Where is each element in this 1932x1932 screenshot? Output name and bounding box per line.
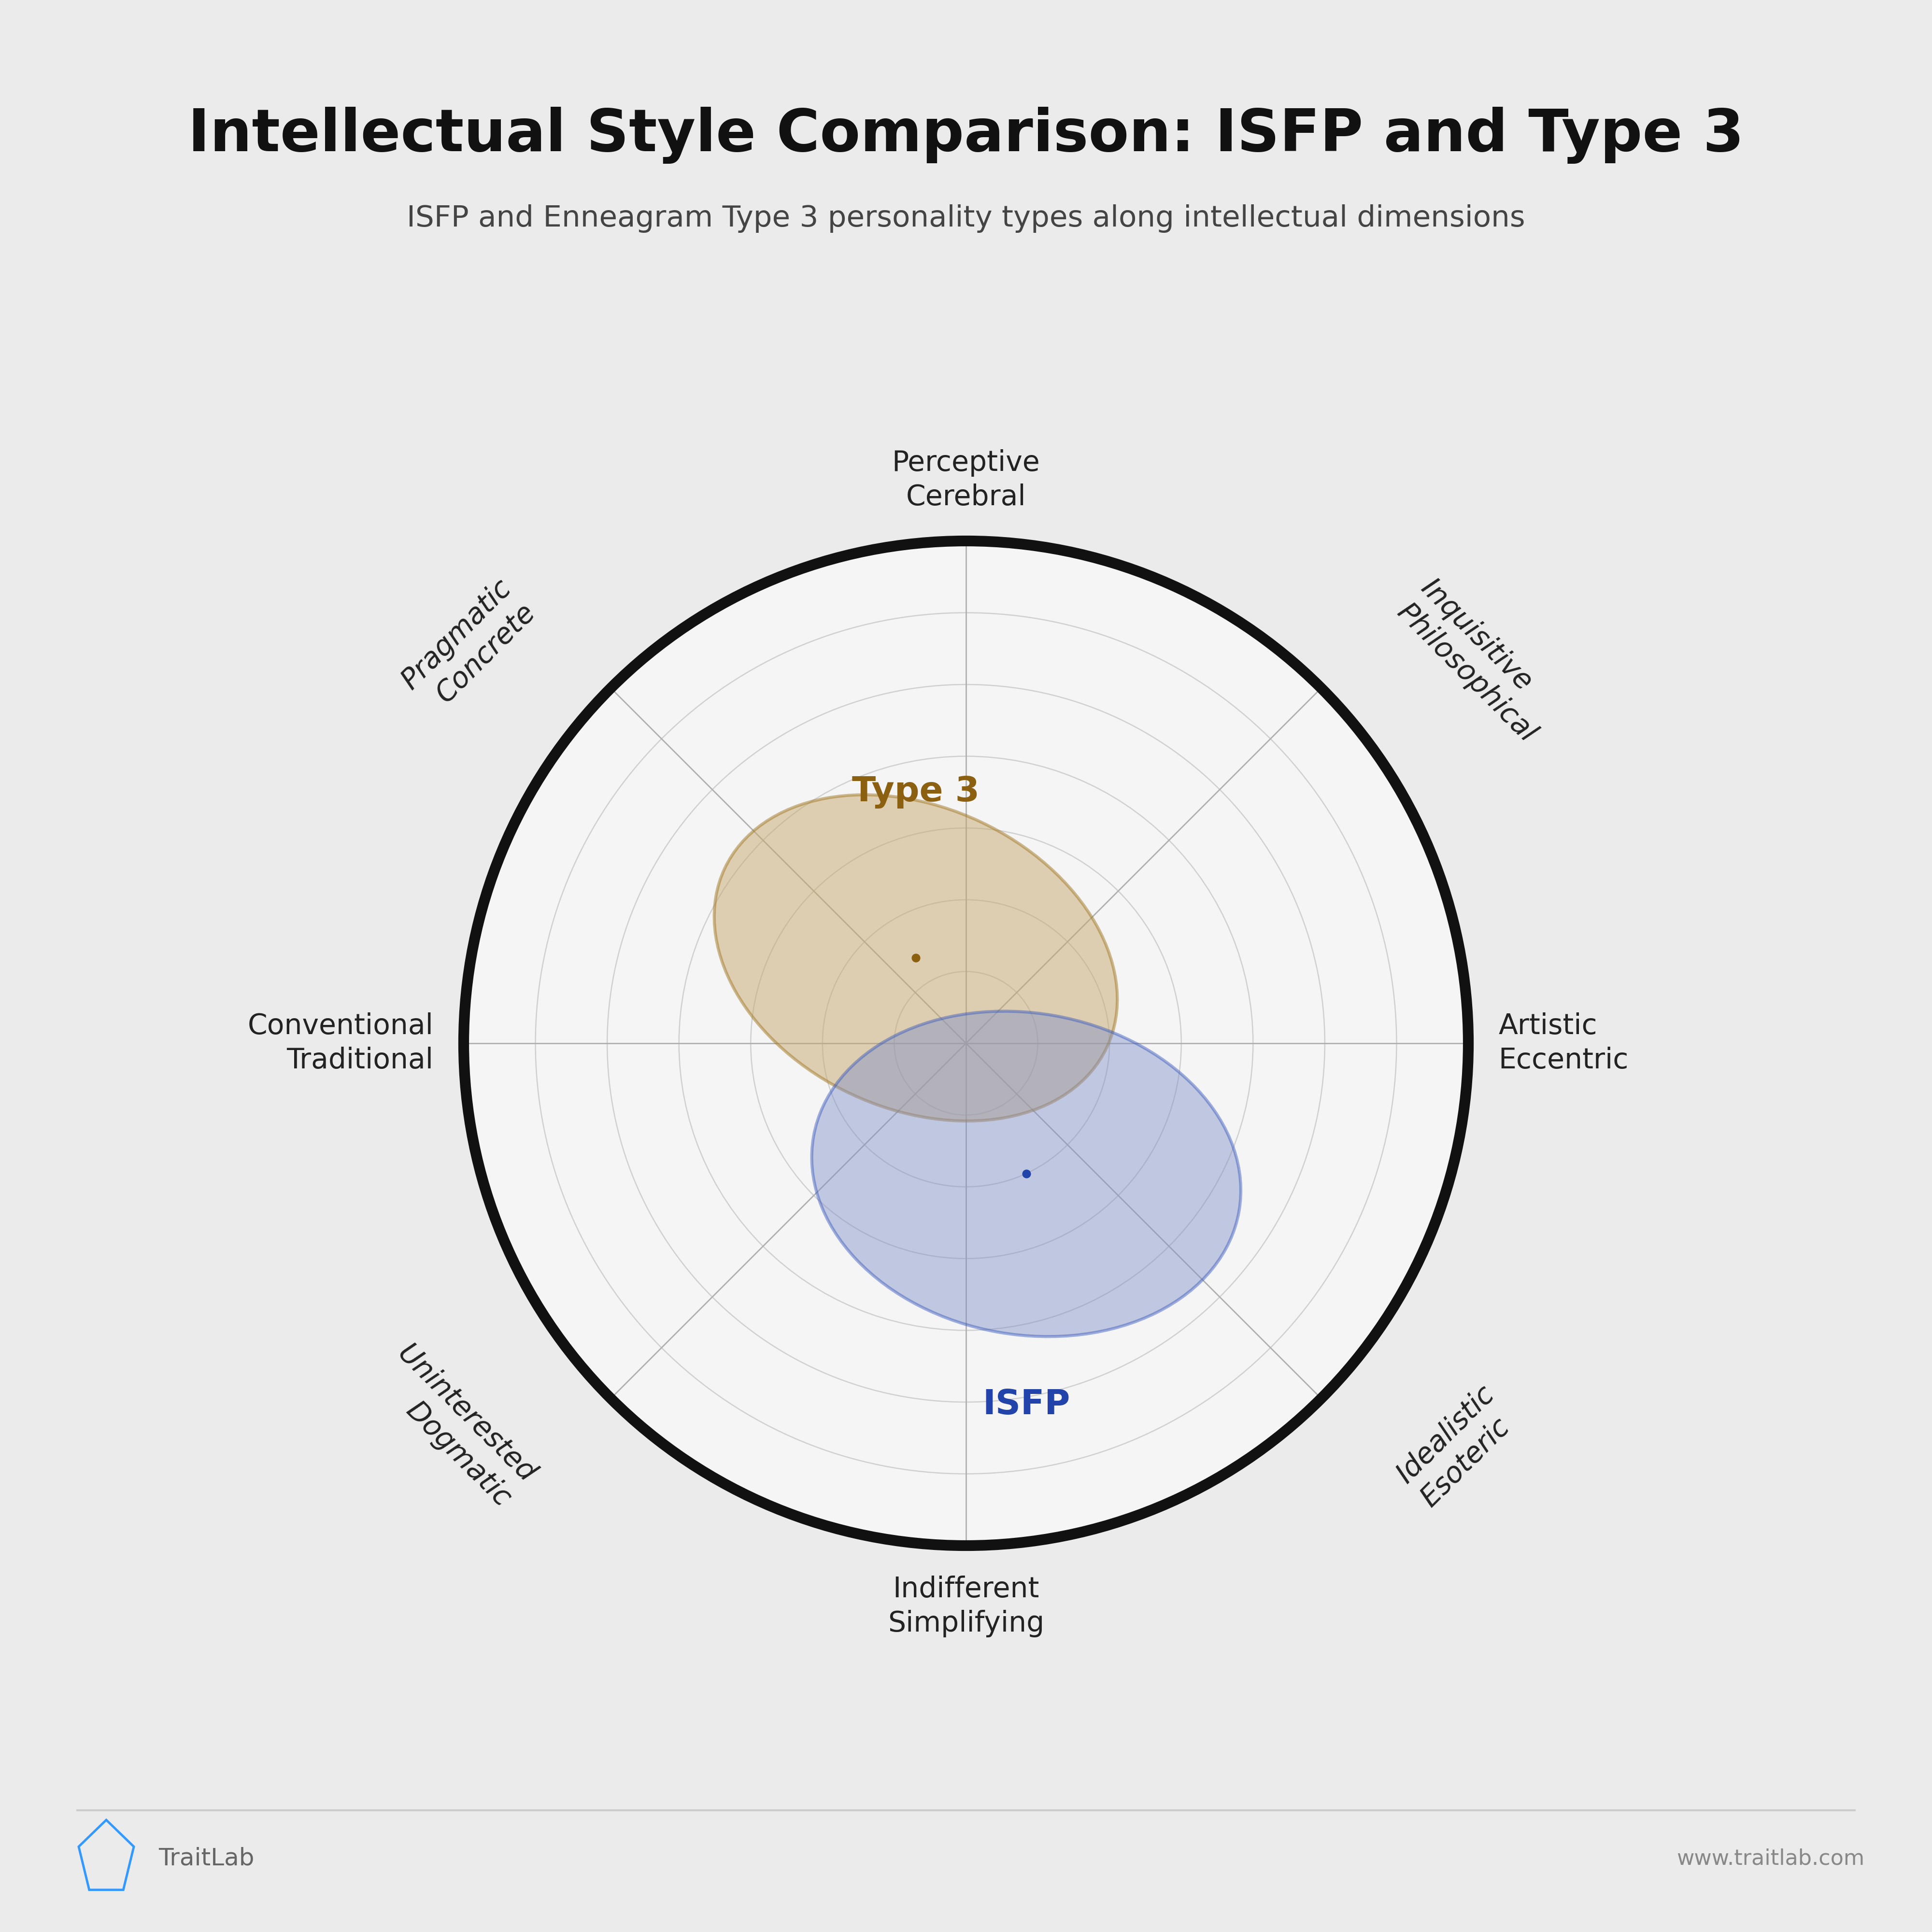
Text: Uninterested
Dogmatic: Uninterested Dogmatic: [367, 1339, 541, 1513]
Text: Intellectual Style Comparison: ISFP and Type 3: Intellectual Style Comparison: ISFP and …: [187, 106, 1745, 164]
Text: Indifferent
Simplifying: Indifferent Simplifying: [887, 1577, 1045, 1636]
Text: ISFP: ISFP: [983, 1389, 1070, 1422]
Text: Perceptive
Cerebral: Perceptive Cerebral: [893, 450, 1039, 510]
Text: Artistic
Eccentric: Artistic Eccentric: [1499, 1012, 1629, 1074]
Text: Conventional
Traditional: Conventional Traditional: [247, 1012, 433, 1074]
Text: Type 3: Type 3: [852, 775, 980, 810]
Text: ISFP and Enneagram Type 3 personality types along intellectual dimensions: ISFP and Enneagram Type 3 personality ty…: [408, 205, 1524, 232]
Text: Inquisitive
Philosophical: Inquisitive Philosophical: [1391, 574, 1565, 748]
Text: TraitLab: TraitLab: [158, 1847, 255, 1870]
Text: www.traitlab.com: www.traitlab.com: [1677, 1849, 1864, 1868]
Text: Idealistic
Esoteric: Idealistic Esoteric: [1391, 1379, 1524, 1513]
Text: Pragmatic
Concrete: Pragmatic Concrete: [396, 574, 541, 719]
Ellipse shape: [811, 1010, 1240, 1337]
Circle shape: [464, 541, 1468, 1546]
Ellipse shape: [715, 794, 1117, 1121]
